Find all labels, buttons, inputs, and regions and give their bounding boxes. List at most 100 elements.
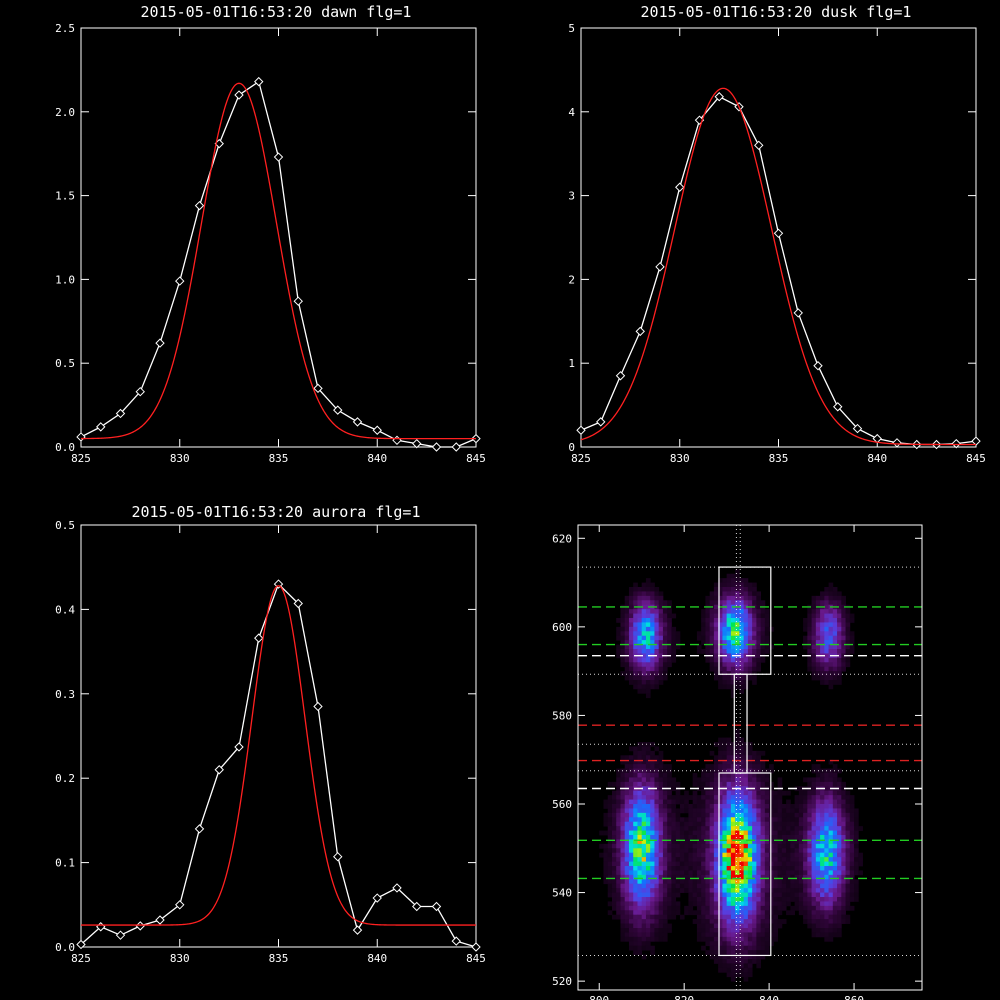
- heatmap-cell: [709, 821, 715, 827]
- heatmap-cell: [718, 804, 723, 809]
- heatmap-cell: [645, 870, 651, 876]
- heatmap-cell: [658, 680, 664, 685]
- heatmap-cell: [667, 835, 672, 840]
- heatmap-cell: [658, 839, 664, 845]
- heatmap-cell: [739, 963, 745, 969]
- heatmap-cell: [730, 883, 736, 889]
- heatmap-cell: [849, 826, 855, 831]
- heatmap-cell: [718, 967, 723, 973]
- heatmap-cell: [705, 941, 711, 947]
- heatmap-cell: [671, 861, 677, 867]
- heatmap-cell: [773, 839, 779, 845]
- heatmap-cell: [752, 609, 757, 614]
- heatmap-cell: [828, 622, 834, 628]
- heatmap-cell: [743, 923, 749, 929]
- heatmap-cell: [667, 839, 672, 845]
- heatmap-cell: [730, 755, 736, 761]
- heatmap-cell: [701, 618, 706, 623]
- dusk-data-point: [754, 140, 764, 151]
- heatmap-cell: [641, 595, 647, 601]
- heatmap-cell: [790, 852, 795, 858]
- heatmap-cell: [637, 768, 643, 774]
- heatmap-cell: [803, 830, 808, 836]
- heatmap-ytick-label: 560: [552, 798, 572, 811]
- heatmap-cell: [832, 631, 838, 637]
- heatmap-cell: [688, 861, 694, 867]
- heatmap-cell: [730, 799, 736, 805]
- heatmap-cell: [684, 808, 689, 814]
- heatmap-cell: [645, 843, 651, 849]
- heatmap-cell: [849, 852, 855, 858]
- heatmap-cell: [654, 773, 660, 778]
- heatmap-cell: [637, 919, 643, 924]
- heatmap-cell: [709, 950, 715, 955]
- heatmap-cell: [815, 914, 821, 920]
- heatmap-cell: [815, 631, 821, 637]
- heatmap-cell: [722, 587, 728, 592]
- heatmap-cell: [841, 919, 846, 924]
- heatmap-cell: [841, 622, 846, 628]
- heatmap-cell: [752, 857, 757, 862]
- heatmap-cell: [616, 870, 621, 876]
- heatmap-cell: [807, 781, 812, 787]
- heatmap-cell: [739, 746, 745, 752]
- heatmap-cell: [713, 852, 719, 858]
- heatmap-cell: [628, 587, 634, 592]
- heatmap-cell: [760, 941, 766, 947]
- heatmap-cell: [832, 591, 838, 597]
- heatmap-cell: [730, 657, 736, 663]
- heatmap-cell: [760, 888, 766, 893]
- heatmap-cell: [654, 591, 660, 597]
- heatmap-cell: [637, 879, 643, 885]
- heatmap-cell: [820, 777, 825, 783]
- heatmap-cell: [645, 901, 651, 907]
- heatmap-cell: [667, 808, 672, 814]
- heatmap-cell: [637, 892, 643, 898]
- heatmap-cell: [837, 768, 842, 774]
- heatmap-cell: [849, 808, 855, 814]
- heatmap-cell: [807, 866, 812, 871]
- heatmap-cell: [747, 808, 753, 814]
- heatmap-cell: [773, 919, 779, 924]
- heatmap-cell: [854, 866, 859, 871]
- heatmap-cell: [811, 671, 817, 676]
- heatmap-cell: [633, 883, 638, 889]
- heatmap-cell: [807, 874, 812, 880]
- heatmap-cell: [807, 799, 812, 805]
- heatmap-cell: [837, 604, 842, 610]
- heatmap-cell: [650, 595, 655, 601]
- heatmap-cell: [832, 781, 838, 787]
- heatmap-cell: [620, 910, 626, 916]
- heatmap-cell: [684, 826, 689, 831]
- heatmap-cell: [747, 821, 753, 827]
- heatmap-cell: [747, 777, 753, 783]
- heatmap-cell: [735, 812, 740, 818]
- heatmap-cell: [747, 861, 753, 867]
- heatmap-cell: [837, 892, 842, 898]
- heatmap-cell: [764, 874, 770, 880]
- heatmap-cell: [756, 781, 762, 787]
- heatmap-cell: [641, 786, 647, 792]
- heatmap-cell: [701, 843, 706, 849]
- heatmap-cell: [650, 662, 655, 668]
- heatmap-cell: [709, 932, 715, 938]
- heatmap-cell: [688, 905, 694, 911]
- heatmap-cell: [624, 901, 630, 907]
- heatmap-cell: [692, 821, 698, 827]
- heatmap-cell: [713, 649, 719, 654]
- heatmap-cell: [854, 843, 859, 849]
- heatmap-cell: [837, 626, 842, 632]
- dusk-ytick-label: 0: [568, 441, 575, 454]
- heatmap-cell: [820, 817, 825, 823]
- heatmap-cell: [739, 848, 745, 854]
- heatmap-cell: [654, 768, 660, 774]
- heatmap-cell: [637, 649, 643, 654]
- heatmap-cell: [645, 919, 651, 924]
- heatmap-cell: [752, 959, 757, 964]
- heatmap-cell: [718, 826, 723, 831]
- heatmap-cell: [667, 870, 672, 876]
- heatmap-cell: [718, 923, 723, 929]
- heatmap-cell: [616, 866, 621, 871]
- heatmap-cell: [790, 870, 795, 876]
- heatmap-cell: [832, 640, 838, 645]
